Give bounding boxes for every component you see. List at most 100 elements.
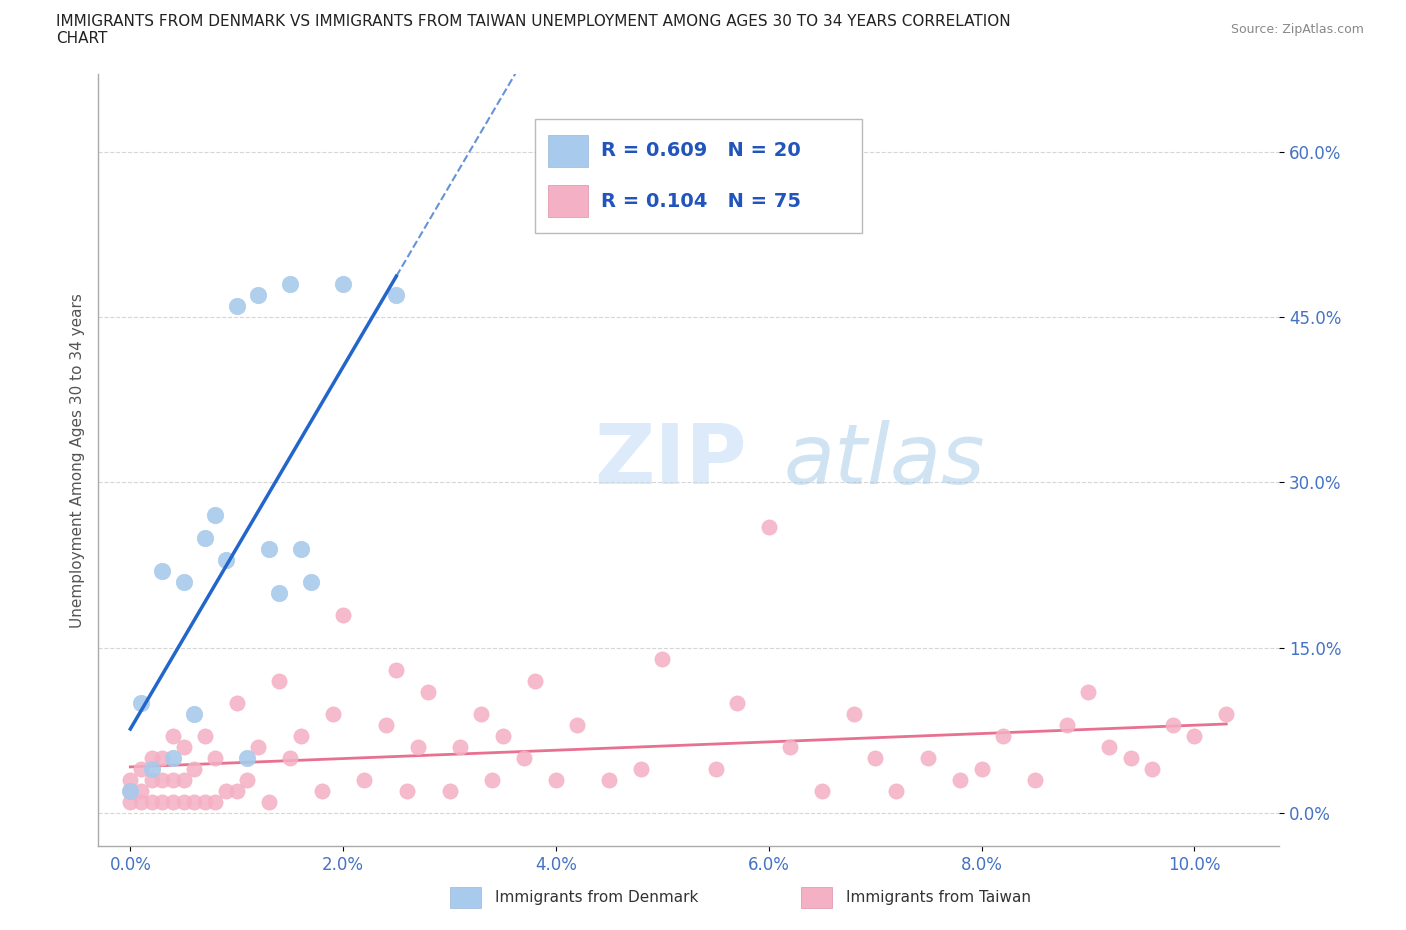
Point bbox=[129, 762, 152, 777]
Text: R = 0.104   N = 75: R = 0.104 N = 75 bbox=[600, 192, 800, 211]
Point bbox=[162, 795, 184, 810]
Point bbox=[204, 795, 226, 810]
Text: atlas: atlas bbox=[783, 419, 986, 501]
Point bbox=[630, 762, 652, 777]
Point bbox=[162, 773, 184, 788]
Text: Immigrants from Taiwan: Immigrants from Taiwan bbox=[846, 890, 1032, 905]
Point bbox=[704, 762, 727, 777]
Point bbox=[353, 773, 375, 788]
Point bbox=[129, 784, 152, 799]
Y-axis label: Unemployment Among Ages 30 to 34 years: Unemployment Among Ages 30 to 34 years bbox=[69, 293, 84, 628]
Point bbox=[120, 784, 142, 799]
Point bbox=[183, 762, 205, 777]
Text: Source: ZipAtlas.com: Source: ZipAtlas.com bbox=[1230, 23, 1364, 36]
Point bbox=[162, 728, 184, 743]
Point bbox=[194, 795, 217, 810]
Point bbox=[449, 739, 471, 754]
Point bbox=[886, 784, 908, 799]
Point bbox=[492, 728, 515, 743]
Point bbox=[1140, 762, 1163, 777]
Point bbox=[183, 707, 205, 722]
Point bbox=[141, 762, 163, 777]
Point bbox=[257, 541, 280, 556]
Point bbox=[332, 607, 354, 622]
Point bbox=[150, 773, 173, 788]
Point bbox=[120, 795, 142, 810]
Point bbox=[1119, 751, 1142, 765]
Point bbox=[278, 751, 301, 765]
Point bbox=[141, 795, 163, 810]
Point bbox=[1077, 684, 1099, 699]
Point bbox=[183, 795, 205, 810]
Point bbox=[949, 773, 972, 788]
Point bbox=[129, 795, 152, 810]
Point bbox=[651, 651, 673, 666]
Point bbox=[332, 276, 354, 291]
Point bbox=[204, 508, 226, 523]
Point bbox=[970, 762, 993, 777]
Point bbox=[470, 707, 492, 722]
Point bbox=[194, 530, 217, 545]
Point bbox=[1182, 728, 1205, 743]
Point bbox=[1024, 773, 1046, 788]
Point bbox=[290, 728, 312, 743]
Point bbox=[173, 773, 195, 788]
Point bbox=[141, 751, 163, 765]
Point bbox=[162, 751, 184, 765]
Point bbox=[173, 574, 195, 589]
Point bbox=[269, 673, 291, 688]
Point bbox=[544, 773, 567, 788]
Point bbox=[811, 784, 834, 799]
Point bbox=[418, 684, 440, 699]
Point bbox=[374, 718, 396, 733]
Point bbox=[215, 784, 238, 799]
Text: IMMIGRANTS FROM DENMARK VS IMMIGRANTS FROM TAIWAN UNEMPLOYMENT AMONG AGES 30 TO : IMMIGRANTS FROM DENMARK VS IMMIGRANTS FR… bbox=[56, 14, 1011, 29]
Point bbox=[120, 784, 142, 799]
Text: CHART: CHART bbox=[56, 31, 108, 46]
Point bbox=[225, 696, 247, 711]
Point bbox=[236, 773, 259, 788]
Point bbox=[598, 773, 620, 788]
Point bbox=[194, 728, 217, 743]
Point bbox=[1098, 739, 1121, 754]
Point bbox=[225, 299, 247, 313]
Point bbox=[917, 751, 939, 765]
Point bbox=[299, 574, 322, 589]
Point bbox=[173, 739, 195, 754]
Point bbox=[439, 784, 461, 799]
Point bbox=[385, 662, 408, 677]
Point bbox=[385, 287, 408, 302]
Point bbox=[278, 276, 301, 291]
Point bbox=[129, 696, 152, 711]
Point bbox=[513, 751, 536, 765]
Text: Immigrants from Denmark: Immigrants from Denmark bbox=[495, 890, 699, 905]
Point bbox=[120, 773, 142, 788]
Point bbox=[321, 707, 343, 722]
Point bbox=[725, 696, 748, 711]
Point bbox=[247, 287, 270, 302]
Point bbox=[290, 541, 312, 556]
Point bbox=[204, 751, 226, 765]
Point bbox=[311, 784, 333, 799]
Point bbox=[779, 739, 801, 754]
Point bbox=[567, 718, 589, 733]
Point bbox=[150, 564, 173, 578]
Point bbox=[1161, 718, 1184, 733]
Point bbox=[481, 773, 503, 788]
Point bbox=[236, 751, 259, 765]
Point bbox=[247, 739, 270, 754]
Point bbox=[150, 795, 173, 810]
Point bbox=[863, 751, 886, 765]
Point bbox=[173, 795, 195, 810]
Point bbox=[523, 673, 546, 688]
Text: R = 0.609   N = 20: R = 0.609 N = 20 bbox=[600, 141, 800, 160]
Point bbox=[225, 784, 247, 799]
Point bbox=[257, 795, 280, 810]
Point bbox=[991, 728, 1014, 743]
Point bbox=[1056, 718, 1078, 733]
Point bbox=[141, 773, 163, 788]
Point bbox=[842, 707, 865, 722]
Point bbox=[395, 784, 418, 799]
Point bbox=[758, 519, 780, 534]
Point bbox=[269, 585, 291, 600]
